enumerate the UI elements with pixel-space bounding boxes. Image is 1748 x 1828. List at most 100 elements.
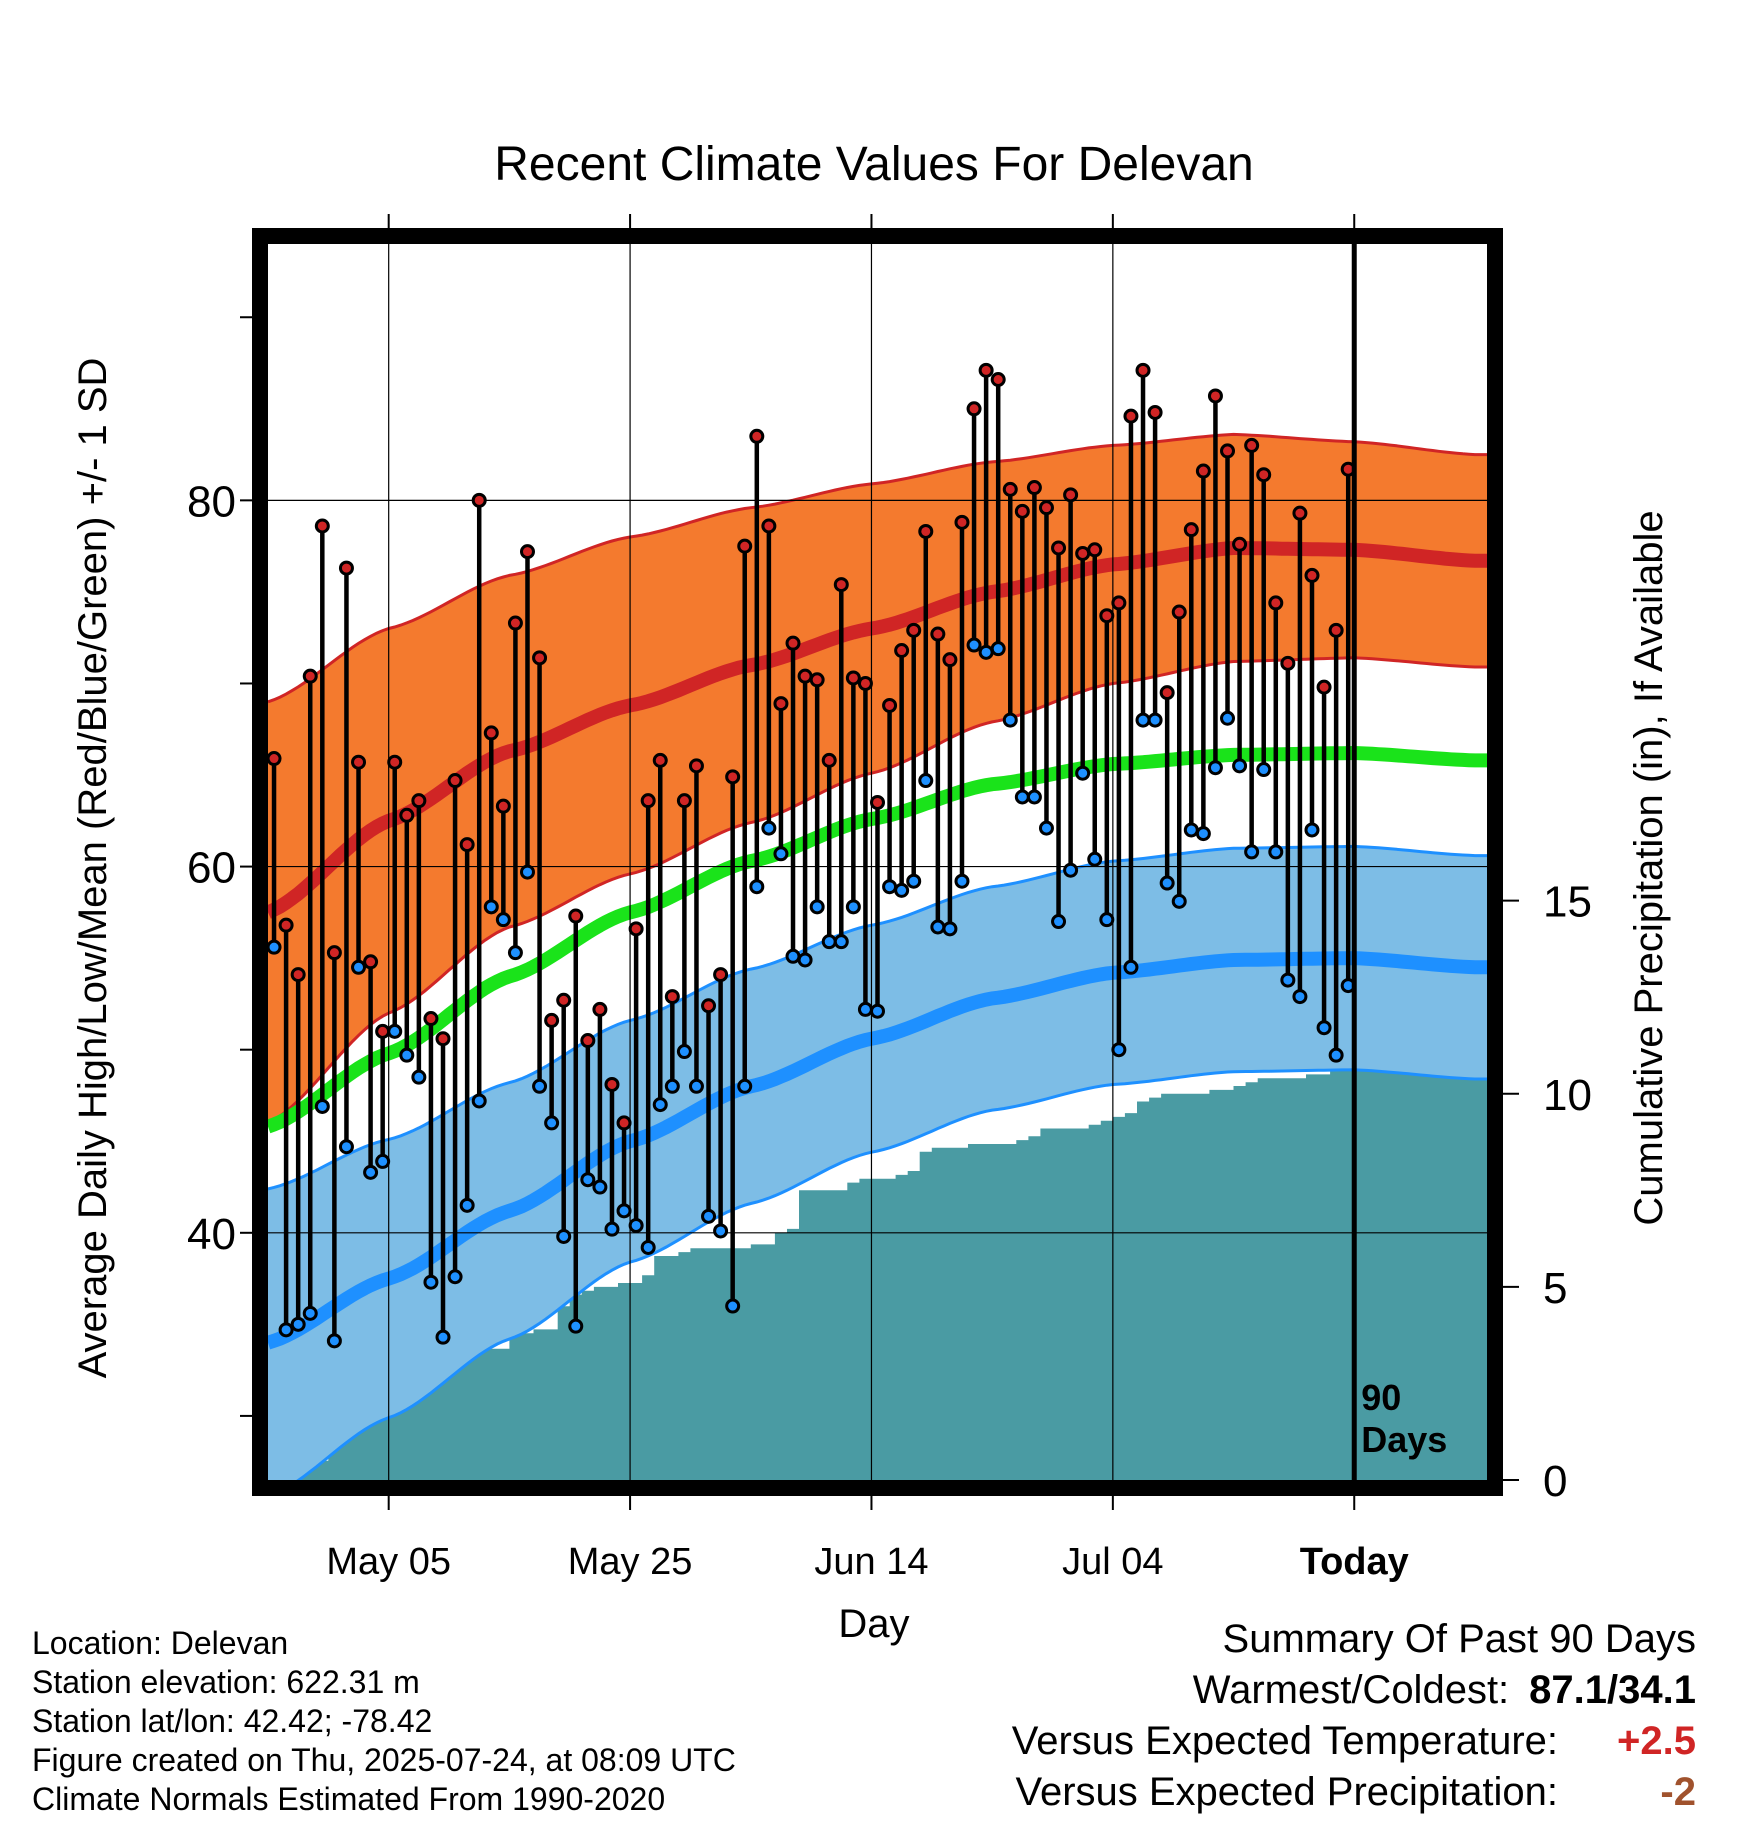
y2-tick-label: 0 xyxy=(1543,1457,1567,1506)
daily-high-point xyxy=(278,917,294,933)
daily-high-point xyxy=(628,921,644,937)
daily-high-point xyxy=(507,615,523,631)
daily-high-point xyxy=(845,670,861,686)
daily-high-point xyxy=(652,752,668,768)
summary-precip-value: -2 xyxy=(1660,1770,1696,1814)
daily-low-point xyxy=(966,637,982,653)
daily-high-point xyxy=(797,668,813,684)
daily-high-point xyxy=(375,1023,391,1039)
info-latlon: Station lat/lon: 42.42; -78.42 xyxy=(32,1703,433,1739)
info-normals-period: Climate Normals Estimated From 1990-2020 xyxy=(32,1781,666,1817)
daily-high-point xyxy=(1038,500,1054,516)
summary-temp-value: +2.5 xyxy=(1617,1719,1696,1763)
daily-high-point xyxy=(1292,505,1308,521)
daily-low-point xyxy=(990,641,1006,657)
daily-high-point xyxy=(1244,437,1260,453)
daily-high-point xyxy=(1304,567,1320,583)
daily-high-point xyxy=(1159,685,1175,701)
summary-heading: Summary Of Past 90 Days xyxy=(1222,1617,1696,1661)
daily-low-point xyxy=(363,1164,379,1180)
daily-high-point xyxy=(1220,443,1236,459)
daily-high-point xyxy=(1135,362,1151,378)
daily-low-point xyxy=(749,879,765,895)
daily-low-point xyxy=(894,882,910,898)
daily-low-point xyxy=(701,1208,717,1224)
daily-high-point xyxy=(556,992,572,1008)
daily-high-point xyxy=(990,372,1006,388)
daily-low-point xyxy=(1195,826,1211,842)
daily-low-point xyxy=(268,939,282,955)
daily-high-point xyxy=(616,1115,632,1131)
daily-high-point xyxy=(1183,522,1199,538)
precip-area xyxy=(268,1070,1487,1480)
daily-low-point xyxy=(604,1221,620,1237)
daily-low-point xyxy=(978,644,994,660)
x-tick-label: May 05 xyxy=(326,1541,451,1583)
daily-low-point xyxy=(1183,822,1199,838)
daily-low-point xyxy=(495,912,511,928)
daily-low-point xyxy=(507,945,523,961)
daily-high-point xyxy=(773,696,789,712)
daily-high-point xyxy=(713,967,729,983)
daily-low-point xyxy=(1316,1020,1332,1036)
daily-low-point xyxy=(1159,875,1175,891)
daily-high-point xyxy=(640,793,656,809)
daily-low-point xyxy=(314,1098,330,1114)
daily-low-point xyxy=(544,1115,560,1131)
today-days-count: 90 xyxy=(1361,1377,1401,1418)
low-sd-band xyxy=(268,846,1487,1480)
x-tick-label: Jun 14 xyxy=(814,1541,928,1583)
daily-high-point xyxy=(519,544,535,560)
station-info: Location: Delevan Station elevation: 622… xyxy=(32,1624,736,1819)
daily-low-point xyxy=(447,1269,463,1285)
summary-temp-label: Versus Expected Temperature: xyxy=(1011,1719,1558,1763)
daily-low-point xyxy=(942,921,958,937)
daily-high-point xyxy=(399,807,415,823)
daily-high-point xyxy=(1087,542,1103,558)
y-tick-label: 60 xyxy=(187,844,236,893)
daily-high-point xyxy=(471,492,487,508)
daily-low-point xyxy=(725,1298,741,1314)
daily-high-point xyxy=(737,538,753,554)
summary-precip-row: Versus Expected Precipitation: -2 xyxy=(1012,1767,1696,1818)
daily-low-point xyxy=(568,1318,584,1334)
daily-high-point xyxy=(882,697,898,713)
daily-low-point xyxy=(532,1078,548,1094)
daily-low-point xyxy=(628,1217,644,1233)
daily-low-point xyxy=(785,948,801,964)
daily-low-point xyxy=(857,1001,873,1017)
daily-low-point xyxy=(773,846,789,862)
daily-high-point xyxy=(1207,388,1223,404)
daily-low-point xyxy=(423,1274,439,1290)
daily-low-point xyxy=(459,1197,475,1213)
daily-high-point xyxy=(701,998,717,1014)
daily-high-point xyxy=(363,954,379,970)
daily-low-point xyxy=(761,820,777,836)
low-normal-line xyxy=(268,951,1487,1350)
daily-high-point xyxy=(290,967,306,983)
daily-high-point xyxy=(1075,545,1091,561)
daily-high-point xyxy=(1268,595,1284,611)
daily-low-point xyxy=(954,873,970,889)
daily-high-point xyxy=(1111,595,1127,611)
daily-low-point xyxy=(290,1316,306,1332)
high-normal-line xyxy=(268,541,1487,919)
daily-high-point xyxy=(821,752,837,768)
daily-high-point xyxy=(906,622,922,638)
high-band-upper-edge xyxy=(268,432,1487,704)
daily-high-point xyxy=(857,675,873,691)
y2-tick-label: 15 xyxy=(1543,878,1592,927)
daily-low-point xyxy=(1135,712,1151,728)
daily-high-point xyxy=(411,793,427,809)
x-tick-label: Today xyxy=(1300,1541,1409,1583)
daily-high-point xyxy=(532,650,548,666)
plot-frame xyxy=(252,228,1503,1496)
daily-low-point xyxy=(918,773,934,789)
daily-low-point xyxy=(1220,710,1236,726)
daily-high-point xyxy=(1123,408,1139,424)
daily-high-point xyxy=(326,945,342,961)
daily-high-point xyxy=(749,428,765,444)
daily-high-point xyxy=(483,725,499,741)
daily-high-point xyxy=(664,989,680,1005)
